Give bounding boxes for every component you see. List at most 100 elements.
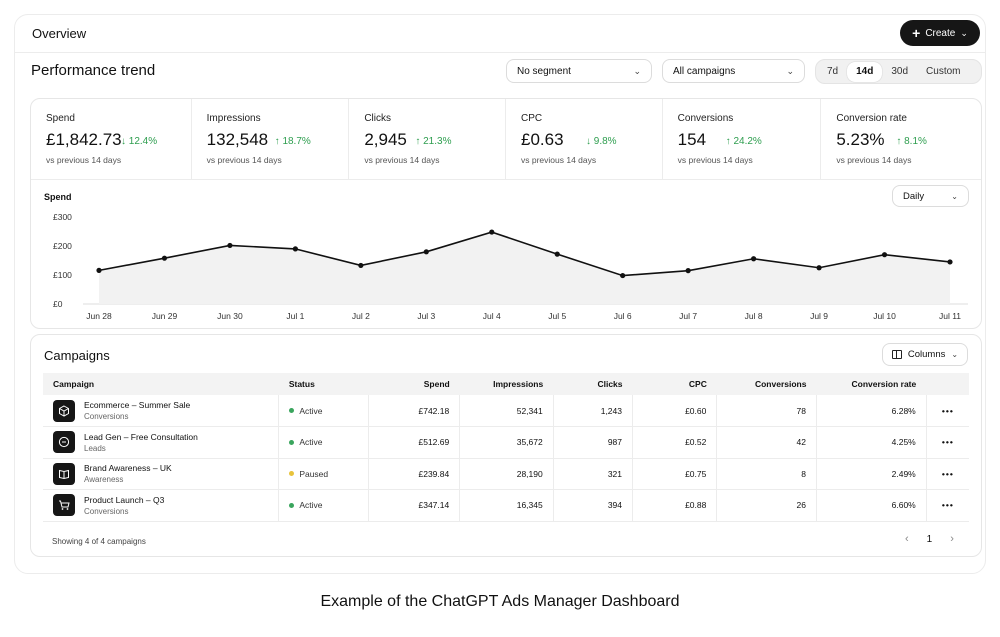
more-options-icon[interactable]: ••• — [925, 489, 969, 521]
campaign-cell[interactable]: Lead Gen – Free Consultation Leads — [43, 427, 279, 459]
plus-icon: + — [912, 25, 921, 41]
arrow-up-icon: ↑ — [274, 136, 280, 147]
clicks-cell: 321 — [552, 458, 633, 490]
spend-cell: £239.84 — [367, 458, 460, 490]
data-point[interactable] — [489, 229, 495, 235]
data-point[interactable] — [751, 256, 757, 262]
kpi-label: Impressions — [206, 113, 261, 124]
header-impressions[interactable]: Impressions — [493, 379, 544, 389]
data-point[interactable] — [685, 268, 691, 274]
campaign-name[interactable]: Product Launch – Q3 — [84, 494, 165, 505]
kpi-comparison: vs previous 14 days — [677, 155, 753, 165]
cpc-cell: £0.60 — [631, 395, 717, 427]
x-tick-label: Jul 9 — [810, 311, 828, 321]
table-row[interactable]: Brand Awareness – UK Awareness Paused £239.… — [43, 458, 969, 490]
cpc-cell: £0.52 — [631, 426, 717, 458]
kpi-value: 154 — [677, 130, 707, 149]
data-point[interactable] — [423, 249, 429, 255]
data-point[interactable] — [554, 251, 560, 257]
chevron-down-icon: ⌄ — [786, 65, 794, 76]
range-14d[interactable]: 14d — [847, 61, 883, 82]
segment-select[interactable]: No segment ⌄ — [506, 59, 652, 83]
campaign-select-value: All campaigns — [673, 65, 736, 77]
header-spend[interactable]: Spend — [423, 379, 450, 389]
table-row[interactable]: Lead Gen – Free Consultation Leads Active £… — [43, 426, 969, 459]
data-point[interactable] — [816, 265, 822, 271]
range-30d[interactable]: 30d — [891, 66, 909, 77]
data-point[interactable] — [620, 272, 626, 279]
spend-cell: £742.18 — [367, 395, 460, 427]
table-row[interactable]: Ecommerce – Summer Sale Conversions Active… — [43, 395, 969, 427]
kpi-clicks: Clicks 2,945 ↑ 21.3% vs previous 14 days — [349, 99, 506, 179]
header-clicks[interactable]: Clicks — [597, 379, 623, 389]
columns-button[interactable]: Columns ⌄ — [882, 343, 968, 366]
chevron-down-icon: ⌄ — [960, 27, 968, 38]
header-cpc[interactable]: CPC — [688, 379, 707, 389]
spend-chart-svg: £0 £100 £200 £300 Jun 28 Jun 29 Jun 30 Jul 1 Jul… — [53, 212, 968, 321]
status-dot-icon — [289, 471, 295, 477]
status-cell: Active — [278, 489, 369, 521]
kpi-value: £0.63 — [521, 130, 564, 149]
clicks-cell: 987 — [552, 426, 633, 458]
series-line — [98, 231, 951, 277]
kpi-value: £1,842.73 — [46, 130, 122, 149]
kpi-delta-value: 9.8% — [593, 136, 617, 147]
kpi-delta-value: 21.3% — [423, 136, 452, 147]
x-tick-label: Jul 1 — [286, 311, 304, 321]
campaign-name[interactable]: Brand Awareness – UK — [84, 463, 172, 474]
create-button[interactable]: + Create ⌄ — [900, 20, 980, 46]
y-tick-label: £200 — [53, 241, 72, 251]
campaign-name[interactable]: Lead Gen – Free Consultation — [84, 431, 198, 442]
kpi-label: Clicks — [364, 113, 391, 124]
chevron-left-icon[interactable]: ‹ — [905, 533, 909, 545]
x-tick-label: Jun 30 — [217, 311, 243, 321]
data-point[interactable] — [161, 255, 168, 261]
conversions-cell: 8 — [716, 458, 817, 490]
chevron-right-icon[interactable]: › — [950, 533, 954, 545]
x-tick-label: Jun 29 — [152, 311, 178, 321]
kpi-label: CPC — [521, 113, 543, 124]
header-conversions[interactable]: Conversions — [754, 379, 807, 389]
granularity-select[interactable]: Daily ⌄ — [892, 185, 969, 207]
header-status[interactable]: Status — [288, 379, 315, 389]
data-point[interactable] — [947, 259, 953, 265]
kpi-value: 2,945 — [364, 130, 407, 149]
more-options-icon[interactable]: ••• — [925, 395, 969, 427]
cart-icon — [53, 494, 75, 517]
kpi-label: Conversion rate — [836, 113, 907, 124]
impressions-cell: 35,672 — [459, 426, 554, 458]
table-row[interactable]: Product Launch – Q3 Conversions Active £347… — [43, 489, 969, 522]
data-point[interactable] — [358, 262, 364, 269]
impressions-cell: 52,341 — [459, 395, 554, 427]
kpi-delta-value: 18.7% — [282, 136, 311, 147]
campaign-name[interactable]: Ecommerce – Summer Sale — [84, 400, 191, 410]
campaign-cell[interactable]: Product Launch – Q3 Conversions — [43, 490, 279, 522]
arrow-down-icon: ↓ — [586, 136, 591, 147]
range-7d[interactable]: 7d — [827, 66, 839, 77]
performance-title: Performance trend — [31, 62, 156, 79]
page-title: Overview — [32, 26, 87, 41]
metrics-card: Spend £1,842.73 ↓ 12.4% vs previous 14 days… — [30, 98, 982, 329]
data-point[interactable] — [227, 242, 233, 249]
campaign-cell[interactable]: Ecommerce – Summer Sale Conversions — [43, 395, 279, 427]
header-campaign[interactable]: Campaign — [53, 379, 95, 389]
campaign-select[interactable]: All campaigns ⌄ — [662, 59, 805, 83]
spend-cell: £512.69 — [367, 426, 460, 458]
data-point[interactable] — [292, 246, 298, 252]
data-point[interactable] — [881, 252, 888, 258]
range-custom[interactable]: Custom — [926, 66, 961, 77]
x-tick-label: Jul 6 — [614, 311, 632, 321]
kpi-spend: Spend £1,842.73 ↓ 12.4% vs previous 14 days — [31, 99, 192, 179]
clicks-cell: 1,243 — [552, 395, 633, 427]
campaign-cell[interactable]: Brand Awareness – UK Awareness — [43, 458, 279, 490]
conversions-cell: 26 — [716, 489, 817, 521]
more-options-icon[interactable]: ••• — [925, 426, 969, 458]
status-badge: Active — [299, 437, 323, 448]
header-conversion-rate[interactable]: Conversion rate — [851, 379, 917, 389]
page-number[interactable]: 1 — [926, 533, 933, 545]
data-point[interactable] — [96, 267, 102, 273]
kpi-comparison: vs previous 14 days — [364, 155, 440, 165]
x-tick-label: Jul 4 — [483, 311, 501, 321]
more-options-icon[interactable]: ••• — [925, 458, 969, 490]
kpi-value: 5.23% — [836, 130, 885, 149]
